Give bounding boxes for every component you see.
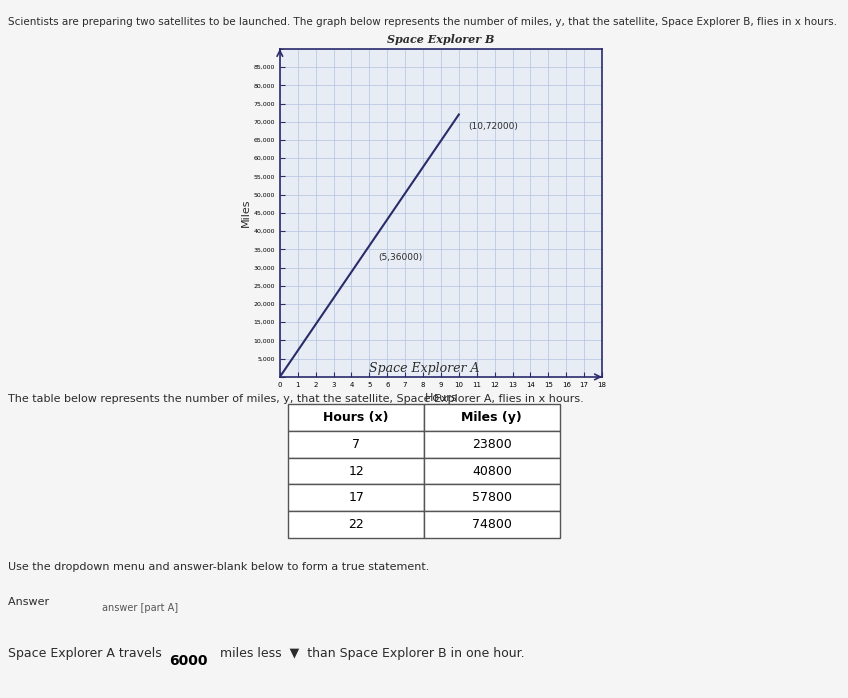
Text: miles less  ▼  than Space Explorer B in one hour.: miles less ▼ than Space Explorer B in on… [216, 646, 525, 660]
Text: (10,72000): (10,72000) [468, 122, 517, 131]
Text: Use the dropdown menu and answer-blank below to form a true statement.: Use the dropdown menu and answer-blank b… [8, 562, 430, 572]
Text: 6000: 6000 [170, 654, 208, 668]
Title: Space Explorer B: Space Explorer B [388, 34, 494, 45]
Text: Scientists are preparing two satellites to be launched. The graph below represen: Scientists are preparing two satellites … [8, 17, 838, 27]
Text: Space Explorer A travels: Space Explorer A travels [8, 646, 166, 660]
Y-axis label: Miles: Miles [241, 199, 251, 227]
Text: The table below represents the number of miles, y, that the satellite, Space Exp: The table below represents the number of… [8, 394, 584, 404]
Text: (5,36000): (5,36000) [378, 253, 422, 262]
Text: answer [part A]: answer [part A] [102, 603, 178, 613]
Text: Answer: Answer [8, 597, 57, 607]
X-axis label: Hours: Hours [425, 394, 457, 403]
Text: Space Explorer A: Space Explorer A [369, 362, 479, 375]
